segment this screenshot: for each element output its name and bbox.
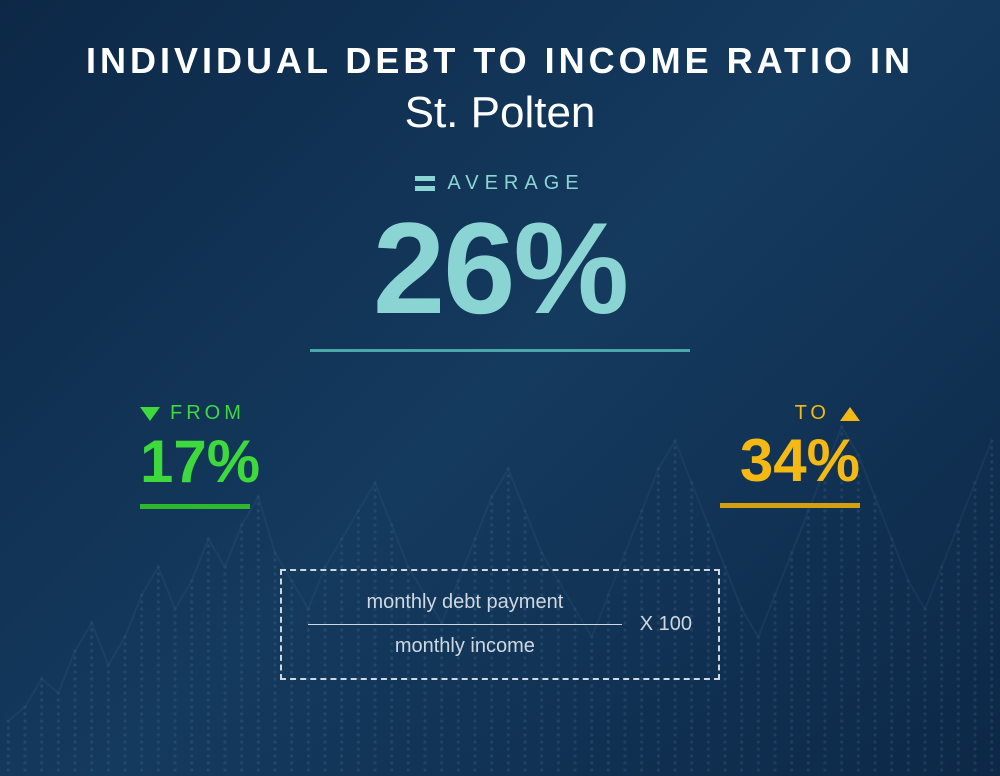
to-underline xyxy=(720,503,860,508)
title-location: St. Polten xyxy=(60,88,940,138)
formula-block: monthly debt payment monthly income X 10… xyxy=(280,569,720,680)
to-label: TO xyxy=(795,402,830,425)
to-label-row: TO xyxy=(795,402,860,425)
average-label-row: AVERAGE xyxy=(415,172,584,195)
infographic-container: INDIVIDUAL DEBT TO INCOME RATIO IN St. P… xyxy=(0,0,1000,776)
triangle-down-icon xyxy=(140,407,160,421)
range-block: FROM 17% TO 34% xyxy=(60,402,940,509)
from-underline xyxy=(140,504,250,509)
average-value: 26% xyxy=(60,203,940,333)
title-primary: INDIVIDUAL DEBT TO INCOME RATIO IN xyxy=(60,40,940,82)
average-block: AVERAGE 26% xyxy=(60,168,940,352)
from-label: FROM xyxy=(170,402,245,425)
triangle-up-icon xyxy=(840,407,860,421)
average-label: AVERAGE xyxy=(447,172,584,195)
formula-multiplier: X 100 xyxy=(640,613,692,636)
formula-fraction: monthly debt payment monthly income xyxy=(308,591,622,658)
equals-icon xyxy=(415,176,435,191)
from-label-row: FROM xyxy=(140,402,245,425)
title-block: INDIVIDUAL DEBT TO INCOME RATIO IN St. P… xyxy=(60,40,940,138)
to-value: 34% xyxy=(720,431,860,491)
from-value: 17% xyxy=(140,432,260,492)
formula-numerator: monthly debt payment xyxy=(308,591,622,624)
range-to: TO 34% xyxy=(720,402,860,509)
formula-denominator: monthly income xyxy=(308,625,622,658)
range-from: FROM 17% xyxy=(140,402,260,509)
average-underline xyxy=(310,349,690,352)
